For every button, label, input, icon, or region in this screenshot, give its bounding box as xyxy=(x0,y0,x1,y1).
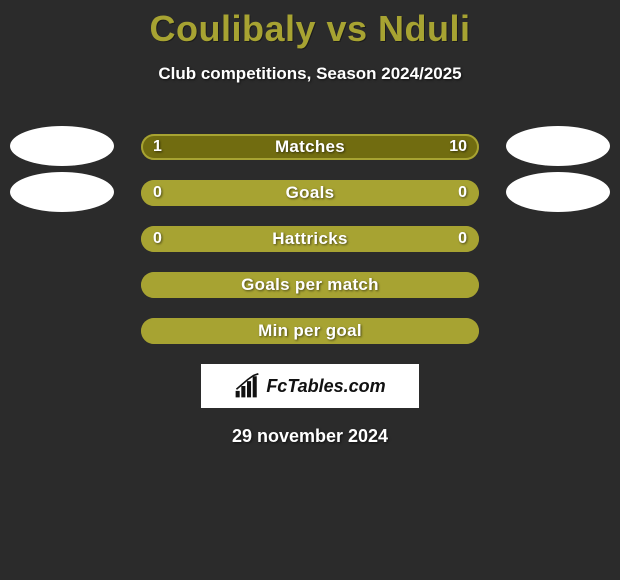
stat-label: Goals per match xyxy=(141,272,479,298)
stat-label: Goals xyxy=(141,180,479,206)
stat-right-value: 0 xyxy=(458,226,467,252)
stat-label: Matches xyxy=(141,134,479,160)
player-right-avatar xyxy=(506,172,610,212)
stat-row: Goals per match xyxy=(0,262,620,308)
stat-row: Matches1 10 xyxy=(0,124,620,170)
stat-right-value: 10 xyxy=(449,134,467,160)
stat-left-value: 0 xyxy=(153,226,162,252)
comparison-infographic: Coulibaly vs Nduli Club competitions, Se… xyxy=(0,0,620,580)
brand-text: FcTables.com xyxy=(266,376,385,397)
stat-left-value: 1 xyxy=(153,134,162,160)
stat-bar: Min per goal xyxy=(141,318,479,344)
stat-row: Hattricks0 0 xyxy=(0,216,620,262)
stat-label: Hattricks xyxy=(141,226,479,252)
date-line: 29 november 2024 xyxy=(0,426,620,447)
brand-badge: FcTables.com xyxy=(201,364,419,408)
fctables-logo-icon xyxy=(234,373,260,399)
stat-bar: Goals per match xyxy=(141,272,479,298)
stat-bar: Matches1 10 xyxy=(141,134,479,160)
stat-left-value: 0 xyxy=(153,180,162,206)
stat-bar: Goals0 0 xyxy=(141,180,479,206)
stat-row: Min per goal xyxy=(0,308,620,354)
stat-label: Min per goal xyxy=(141,318,479,344)
page-title: Coulibaly vs Nduli xyxy=(0,8,620,50)
stat-right-value: 0 xyxy=(458,180,467,206)
player-right-avatar xyxy=(506,126,610,166)
player-left-avatar xyxy=(10,172,114,212)
stat-row: Goals0 0 xyxy=(0,170,620,216)
stat-bar: Hattricks0 0 xyxy=(141,226,479,252)
player-left-avatar xyxy=(10,126,114,166)
subtitle: Club competitions, Season 2024/2025 xyxy=(0,64,620,84)
stats-container: Matches110Goals00Hattricks00Goals per ma… xyxy=(0,124,620,354)
